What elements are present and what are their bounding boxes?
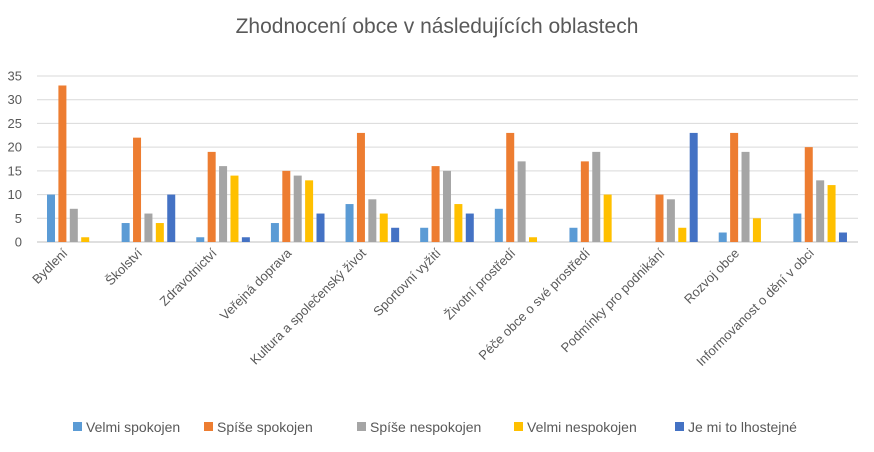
- chart-title: Zhodnocení obce v následujících oblastec…: [236, 15, 639, 38]
- bar: [196, 237, 205, 242]
- category-label: Školství: [102, 245, 145, 288]
- y-axis-ticks: 0 5 10 15 20 25 30 35: [8, 69, 22, 250]
- bar: [69, 208, 78, 242]
- bar: [718, 232, 727, 242]
- bar: [752, 218, 761, 242]
- bar: [345, 204, 354, 242]
- bar: [219, 166, 228, 242]
- bar: [569, 227, 578, 242]
- bar: [517, 161, 526, 242]
- bar: [465, 213, 474, 242]
- bar: [316, 213, 325, 242]
- bar: [58, 85, 67, 242]
- bar: [81, 237, 90, 242]
- bar: [580, 161, 589, 242]
- legend-label: Spíše spokojen: [217, 419, 313, 435]
- bar: [207, 151, 216, 242]
- bar: [144, 213, 153, 242]
- legend-label: Je mi to lhostejné: [688, 419, 797, 435]
- bar: [827, 185, 836, 242]
- y-tick-label: 15: [8, 163, 22, 178]
- bar: [689, 132, 698, 242]
- bar: [816, 180, 825, 242]
- bar: [293, 175, 302, 242]
- y-tick-label: 10: [8, 187, 22, 202]
- bar: [666, 199, 675, 242]
- category-label: Sportovní vyžití: [370, 245, 444, 319]
- legend-label: Velmi nespokojen: [527, 419, 637, 435]
- y-tick-label: 0: [15, 235, 22, 250]
- bar: [391, 227, 400, 242]
- bar: [47, 194, 55, 242]
- bar: [270, 223, 279, 242]
- legend-swatch: [204, 422, 213, 431]
- bar: [167, 194, 176, 242]
- legend-label: Velmi spokojen: [86, 419, 180, 435]
- bars: [47, 85, 847, 242]
- legend: Velmi spokojen Spíše spokojen Spíše nespok…: [73, 419, 797, 435]
- bar: [603, 194, 612, 242]
- category-label: Veřejná doprava: [217, 245, 295, 323]
- bar: [741, 151, 750, 242]
- bar: [368, 199, 377, 242]
- bar: [793, 213, 802, 242]
- legend-swatch: [73, 422, 82, 431]
- bar: [804, 147, 813, 242]
- y-tick-label: 25: [8, 116, 22, 131]
- bar: [730, 132, 739, 242]
- legend-swatch: [357, 422, 366, 431]
- bar: [230, 175, 239, 242]
- y-tick-label: 30: [8, 92, 22, 107]
- legend-swatch: [675, 422, 684, 431]
- bar: [592, 151, 601, 242]
- bar: [431, 166, 440, 242]
- y-tick-label: 20: [8, 140, 22, 155]
- category-label: Rozvoj obce: [681, 246, 742, 307]
- bar: [678, 227, 687, 242]
- bar: [494, 208, 503, 242]
- bar: [506, 132, 515, 242]
- bar: [442, 170, 451, 242]
- bar: [655, 194, 664, 242]
- bar: [241, 237, 250, 242]
- bar: [454, 204, 463, 242]
- bar: [838, 232, 847, 242]
- bar: [305, 180, 314, 242]
- bar: [133, 137, 142, 242]
- bar: [356, 132, 365, 242]
- bar: [282, 170, 291, 242]
- bar: [529, 237, 538, 242]
- category-label: Zdravotnictví: [156, 245, 219, 308]
- category-label: Životní prostředí: [441, 245, 518, 322]
- y-tick-label: 5: [15, 211, 22, 226]
- bar: [155, 223, 164, 242]
- legend-label: Spíše nespokojen: [370, 419, 481, 435]
- y-tick-label: 35: [8, 69, 22, 84]
- category-label: Bydlení: [29, 245, 71, 287]
- legend-swatch: [514, 422, 523, 431]
- bar: [121, 223, 130, 242]
- bar: [420, 227, 429, 242]
- bar: [379, 213, 388, 242]
